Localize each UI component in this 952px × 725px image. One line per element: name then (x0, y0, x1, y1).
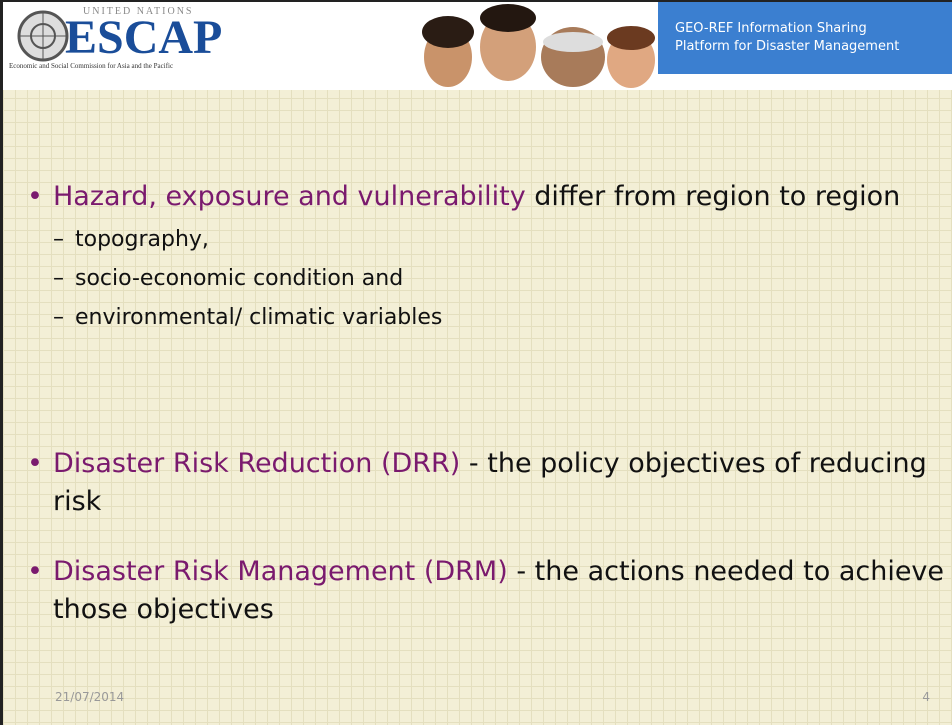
slide: UNITED NATIONS ESCAP Economic and Social… (0, 0, 952, 725)
bullet-highlight: Disaster Risk Reduction (DRR) (53, 448, 460, 479)
page-number: 4 (922, 690, 930, 704)
sub-item: topography, (53, 220, 952, 259)
header: UNITED NATIONS ESCAP Economic and Social… (3, 2, 952, 90)
org-logo: ESCAP (65, 10, 222, 65)
bullet-highlight: Hazard, exposure and vulnerability (53, 181, 526, 212)
bullet-highlight: Disaster Risk Management (DRM) (53, 556, 508, 587)
sub-item: socio-economic condition and (53, 259, 952, 298)
platform-line: GEO-REF Information Sharing (675, 20, 952, 38)
bullet: Disaster Risk Management (DRM) - the act… (23, 553, 952, 629)
footer-date: 21/07/2014 (55, 690, 124, 704)
platform-title: GEO-REF Information Sharing Platform for… (658, 2, 952, 74)
bullet: Hazard, exposure and vulnerability diffe… (23, 178, 952, 337)
photo-strip (403, 2, 663, 90)
bullet: Disaster Risk Reduction (DRR) - the poli… (23, 445, 933, 521)
sub-item: environmental/ climatic variables (53, 298, 952, 337)
org-full: Economic and Social Commission for Asia … (9, 62, 173, 70)
bullet-text: differ from region to region (526, 181, 901, 212)
platform-line: Platform for Disaster Management (675, 38, 952, 56)
